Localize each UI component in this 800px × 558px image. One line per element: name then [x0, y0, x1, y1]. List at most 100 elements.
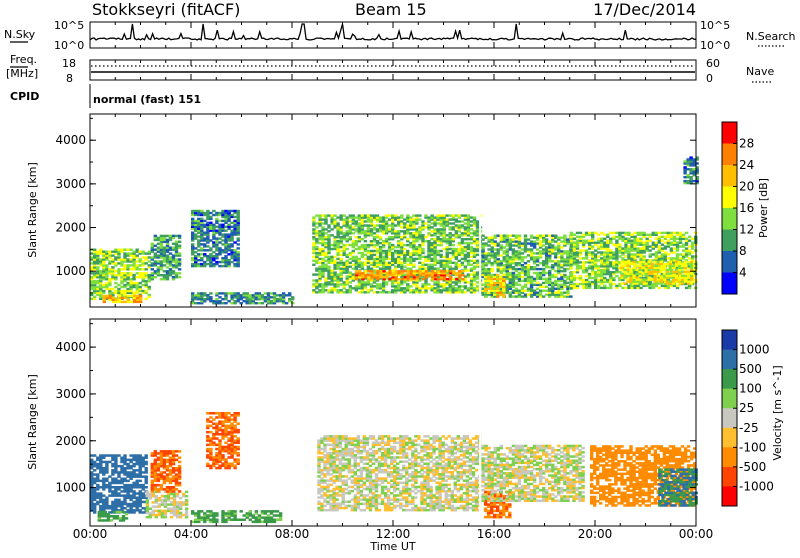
power-cell — [400, 287, 403, 289]
power-cell — [379, 216, 382, 218]
power-cell — [145, 262, 148, 264]
power-cell — [670, 247, 673, 249]
power-y-axis-label: Slant Range [km] — [26, 162, 39, 258]
power-cell — [312, 289, 315, 291]
power-cell — [221, 220, 224, 222]
power-cell — [148, 274, 151, 276]
power-cell — [594, 249, 597, 251]
power-cell — [542, 235, 545, 237]
power-cell — [443, 270, 446, 272]
power-cell — [178, 268, 181, 270]
velocity-cell — [117, 465, 120, 468]
velocity-cell — [117, 492, 120, 495]
power-cell — [548, 288, 551, 290]
power-cell — [388, 228, 391, 230]
power-cell — [346, 260, 349, 262]
power-cell — [658, 287, 661, 289]
power-cell — [629, 263, 632, 265]
power-cell — [661, 285, 664, 287]
power-cell — [400, 226, 403, 228]
power-cell — [406, 224, 409, 226]
power-cell — [123, 290, 126, 292]
power-cell — [255, 292, 258, 294]
power-cell — [500, 235, 503, 237]
power-cell — [655, 251, 658, 253]
power-cell — [163, 270, 166, 272]
power-cell — [93, 280, 96, 282]
power-cell — [376, 256, 379, 258]
power-cell — [178, 235, 181, 237]
power-cell — [154, 260, 157, 262]
power-cell — [209, 222, 212, 224]
power-cell — [349, 271, 352, 273]
power-cell — [652, 253, 655, 255]
velocity-cell — [129, 494, 132, 497]
velocity-cell — [139, 484, 142, 487]
power-cell — [142, 260, 145, 262]
power-cell — [352, 232, 355, 234]
power-cell — [679, 253, 682, 255]
power-cell — [200, 257, 203, 259]
power-cell — [90, 256, 93, 258]
power-cell — [686, 168, 689, 170]
power-cell — [324, 277, 327, 279]
power-cell — [209, 296, 212, 298]
power-cell — [93, 296, 96, 298]
power-cell — [539, 250, 542, 252]
power-cell — [385, 220, 388, 222]
power-cell — [379, 242, 382, 244]
power-cell — [473, 287, 476, 289]
power-cell — [563, 280, 566, 282]
power-cell — [461, 246, 464, 248]
power-cell — [536, 248, 539, 250]
power-cell — [340, 226, 343, 228]
power-cell — [321, 214, 324, 216]
velocity-cell — [108, 494, 111, 497]
power-cell — [315, 273, 318, 275]
power-cell — [126, 282, 129, 284]
power-cell — [530, 240, 533, 242]
power-cell — [388, 291, 391, 293]
power-cell — [487, 244, 490, 246]
power-cell — [327, 266, 330, 268]
power-cell — [449, 252, 452, 254]
power-cell — [661, 232, 664, 234]
power-cell — [336, 222, 339, 224]
power-cell — [221, 298, 224, 300]
velocity-cell — [96, 463, 99, 466]
power-cell — [524, 256, 527, 258]
power-cell — [355, 228, 358, 230]
power-cell — [327, 230, 330, 232]
power-cell — [206, 210, 209, 212]
power-cell — [324, 236, 327, 238]
power-cell — [178, 258, 181, 260]
power-cell — [675, 261, 678, 263]
power-cell — [333, 218, 336, 220]
power-cell — [566, 276, 569, 278]
power-cell — [433, 238, 436, 240]
power-cell — [620, 273, 623, 275]
velocity-cell — [102, 461, 105, 464]
power-cell — [576, 232, 579, 234]
velocity-cell — [105, 497, 108, 500]
power-cell — [449, 214, 452, 216]
power-cell — [203, 220, 206, 222]
power-cell — [632, 275, 635, 277]
power-cell — [612, 244, 615, 246]
power-cell — [688, 245, 691, 247]
power-cell — [649, 245, 652, 247]
velocity-cell — [108, 475, 111, 478]
power-cell — [470, 236, 473, 238]
power-cell — [361, 252, 364, 254]
velocity-cell — [129, 471, 132, 474]
power-cell — [609, 249, 612, 251]
power-cell — [473, 260, 476, 262]
power-cell — [487, 284, 490, 286]
power-cell — [672, 271, 675, 273]
power-cell — [121, 301, 124, 303]
power-cell — [563, 274, 566, 276]
power-cell — [690, 261, 693, 263]
power-cell — [398, 278, 401, 280]
power-cell — [415, 214, 418, 216]
